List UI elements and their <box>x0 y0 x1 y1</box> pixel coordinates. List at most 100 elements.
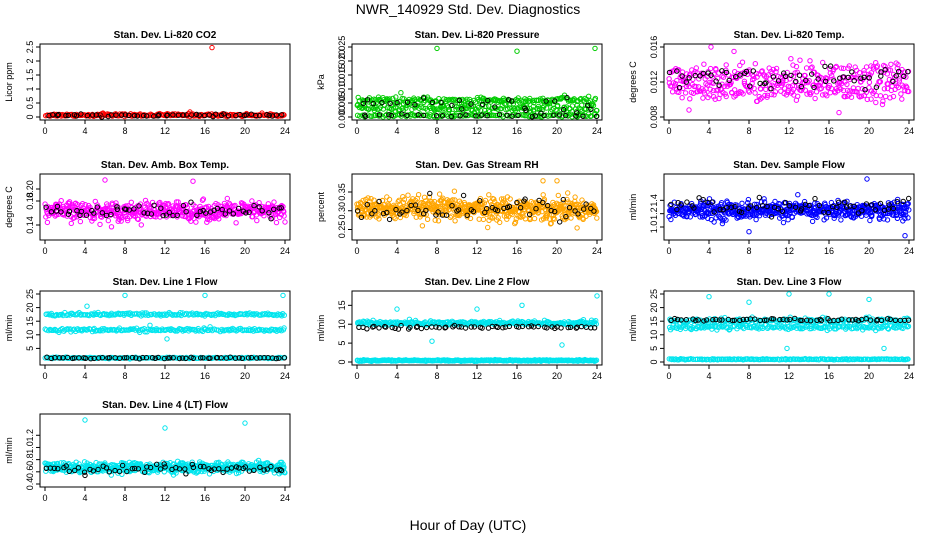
highlight-point <box>588 325 594 331</box>
highlight-point <box>404 99 411 106</box>
highlight-point <box>114 204 120 210</box>
data-point <box>501 101 508 107</box>
highlight-point <box>747 83 753 89</box>
highlight-point <box>64 354 71 361</box>
highlight-point <box>526 324 532 330</box>
highlight-point <box>398 322 404 329</box>
data-point <box>812 95 818 102</box>
data-point <box>436 191 443 197</box>
highlight-point <box>376 325 382 331</box>
data-point <box>497 219 503 226</box>
outlier-point <box>519 302 525 308</box>
highlight-point <box>463 112 469 118</box>
data-point <box>253 327 259 334</box>
data-point <box>866 79 873 86</box>
data-point <box>716 95 722 102</box>
y-tick-label: 1.5 <box>25 69 35 82</box>
highlight-point <box>775 78 782 84</box>
x-tick-label: 0 <box>666 126 671 136</box>
data-point <box>507 196 513 202</box>
highlight-point <box>369 211 375 217</box>
data-point <box>215 213 221 219</box>
highlight-point <box>558 325 564 331</box>
data-point <box>838 217 844 223</box>
data-point <box>58 198 64 204</box>
highlight-point <box>117 355 123 361</box>
highlight-point <box>716 82 722 88</box>
outlier-point <box>84 303 90 309</box>
x-tick-label: 12 <box>472 371 482 381</box>
data-point <box>214 207 221 214</box>
highlight-point <box>733 74 739 80</box>
data-point <box>896 78 903 84</box>
highlight-point <box>222 211 229 217</box>
highlight-point <box>48 209 55 215</box>
highlight-point <box>245 355 252 361</box>
y-tick-label: 0.25 <box>337 221 347 239</box>
data-point <box>746 89 753 95</box>
highlight-point <box>548 207 554 214</box>
x-tick-label: 16 <box>824 246 834 256</box>
highlight-point <box>370 100 376 107</box>
highlight-point <box>573 113 579 119</box>
data-point <box>824 93 830 99</box>
data-point <box>135 216 142 223</box>
x-tick-label: 20 <box>240 371 250 381</box>
highlight-point <box>843 204 850 210</box>
highlight-point <box>392 325 398 331</box>
data-point <box>568 111 574 117</box>
x-tick-label: 24 <box>280 126 290 136</box>
highlight-point <box>575 211 581 217</box>
data-point <box>464 96 470 103</box>
highlight-point <box>890 205 897 212</box>
data-point <box>49 327 55 333</box>
highlight-point <box>532 113 538 119</box>
highlight-point <box>754 204 760 211</box>
highlight-point <box>737 72 743 78</box>
data-point <box>687 96 693 102</box>
data-point <box>486 192 492 198</box>
highlight-point <box>668 201 674 208</box>
x-tick-label: 4 <box>394 126 399 136</box>
highlight-point <box>164 112 171 118</box>
highlight-point <box>404 112 410 119</box>
x-tick-label: 4 <box>706 371 711 381</box>
panel-title: Stan. Dev. Line 2 Flow <box>425 277 530 288</box>
y-tick-label: 0.20 <box>25 180 35 198</box>
highlight-point <box>591 325 598 331</box>
data-point <box>540 192 546 198</box>
highlight-point <box>560 196 566 203</box>
data-point <box>479 111 486 117</box>
data-points <box>354 293 600 364</box>
data-point <box>723 62 729 68</box>
data-point <box>844 81 850 88</box>
data-point <box>171 327 177 333</box>
x-tick-label: 8 <box>122 246 127 256</box>
highlight-point <box>141 210 147 216</box>
data-point <box>738 70 744 77</box>
highlight-point <box>232 355 239 361</box>
data-point <box>705 215 711 222</box>
data-point <box>170 203 176 209</box>
highlight-point <box>443 324 449 330</box>
y-axis-label: percent <box>316 191 326 222</box>
highlight-point <box>873 84 880 90</box>
data-point <box>233 220 239 226</box>
highlight-point <box>380 210 387 217</box>
data-point <box>118 311 124 317</box>
x-tick-label: 4 <box>394 371 399 381</box>
highlight-point <box>213 111 219 117</box>
data-point <box>833 63 839 70</box>
data-point <box>427 105 434 112</box>
data-point <box>490 112 497 119</box>
data-point <box>899 96 905 102</box>
y-tick-label: 2 <box>25 58 35 63</box>
highlight-point <box>540 199 546 206</box>
data-point <box>128 199 135 206</box>
highlight-point <box>588 106 594 113</box>
data-point <box>894 212 900 218</box>
data-point <box>700 95 706 101</box>
data-point <box>392 215 398 222</box>
highlight-point <box>796 72 803 78</box>
